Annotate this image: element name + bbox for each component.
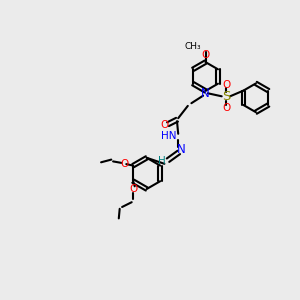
- Text: O: O: [120, 158, 128, 169]
- Text: H: H: [158, 155, 166, 166]
- Text: O: O: [160, 120, 168, 130]
- Text: S: S: [222, 90, 230, 103]
- Text: N: N: [177, 142, 186, 156]
- Text: N: N: [201, 87, 210, 100]
- Text: HN: HN: [161, 130, 177, 141]
- Text: O: O: [222, 80, 231, 90]
- Text: O: O: [129, 184, 137, 194]
- Text: O: O: [222, 103, 231, 113]
- Text: CH₃: CH₃: [184, 42, 201, 51]
- Text: O: O: [201, 50, 210, 60]
